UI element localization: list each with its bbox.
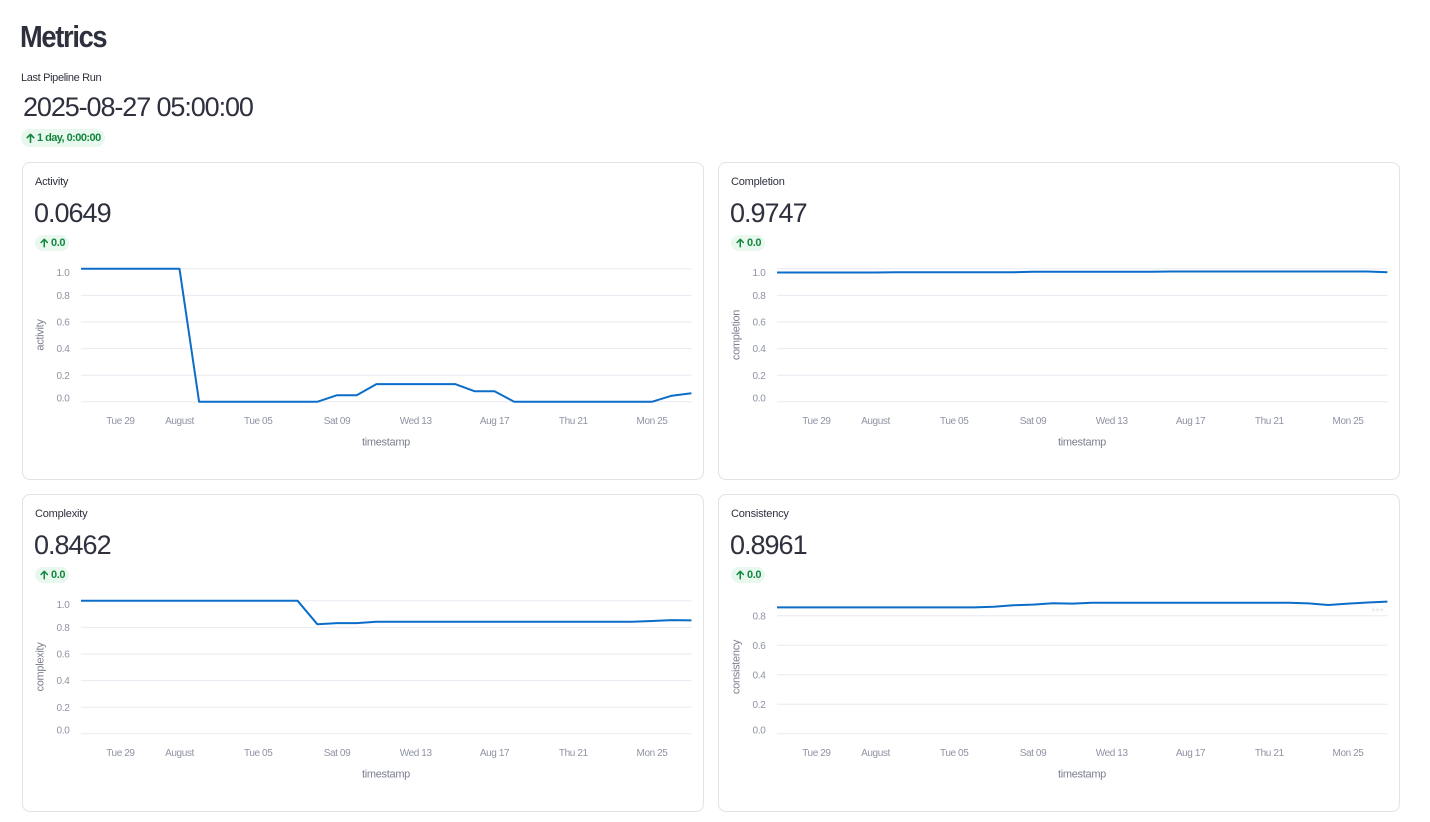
svg-text:Tue 29: Tue 29 — [802, 416, 831, 427]
svg-text:0.0: 0.0 — [56, 394, 70, 405]
svg-text:0.8: 0.8 — [56, 623, 70, 634]
svg-text:0.8: 0.8 — [752, 611, 766, 622]
svg-text:August: August — [861, 748, 890, 759]
svg-text:Sat 09: Sat 09 — [1020, 748, 1047, 759]
svg-text:0.6: 0.6 — [56, 318, 70, 329]
svg-text:0.2: 0.2 — [752, 371, 766, 382]
svg-text:activity: activity — [35, 319, 47, 351]
svg-text:Thu 21: Thu 21 — [1255, 748, 1285, 759]
svg-text:0.4: 0.4 — [752, 344, 766, 355]
svg-text:Aug 17: Aug 17 — [480, 748, 510, 759]
svg-text:Sat 09: Sat 09 — [1020, 416, 1047, 427]
svg-text:Tue 29: Tue 29 — [106, 416, 135, 427]
svg-text:Thu 21: Thu 21 — [559, 416, 589, 427]
svg-text:Tue 05: Tue 05 — [244, 416, 273, 427]
svg-text:0.0: 0.0 — [752, 394, 766, 405]
svg-text:timestamp: timestamp — [1058, 437, 1106, 449]
svg-text:Tue 05: Tue 05 — [940, 748, 969, 759]
svg-text:Tue 29: Tue 29 — [106, 748, 135, 759]
svg-text:Wed 13: Wed 13 — [400, 416, 433, 427]
svg-text:August: August — [861, 416, 890, 427]
svg-text:0.4: 0.4 — [752, 670, 766, 681]
svg-text:0.8: 0.8 — [56, 291, 70, 302]
svg-text:0.4: 0.4 — [56, 676, 70, 687]
svg-text:Thu 21: Thu 21 — [1255, 416, 1285, 427]
svg-text:0.4: 0.4 — [56, 344, 70, 355]
svg-text:0.6: 0.6 — [752, 641, 766, 652]
svg-text:timestamp: timestamp — [362, 769, 410, 781]
svg-text:completion: completion — [731, 310, 743, 360]
svg-text:1.0: 1.0 — [56, 268, 70, 279]
svg-text:Mon 25: Mon 25 — [1333, 416, 1365, 427]
svg-text:0.2: 0.2 — [752, 700, 766, 711]
svg-text:0.6: 0.6 — [752, 318, 766, 329]
svg-text:Wed 13: Wed 13 — [1096, 748, 1129, 759]
svg-text:Tue 05: Tue 05 — [940, 416, 969, 427]
svg-text:Tue 05: Tue 05 — [244, 748, 273, 759]
svg-text:0.2: 0.2 — [56, 703, 70, 714]
svg-text:Aug 17: Aug 17 — [1176, 748, 1206, 759]
svg-text:Mon 25: Mon 25 — [1333, 748, 1365, 759]
svg-text:0.0: 0.0 — [56, 726, 70, 737]
svg-text:0.2: 0.2 — [56, 371, 70, 382]
svg-text:1.0: 1.0 — [56, 600, 70, 611]
svg-text:complexity: complexity — [35, 642, 47, 692]
svg-text:0.0: 0.0 — [752, 726, 766, 737]
svg-text:0.6: 0.6 — [56, 650, 70, 661]
svg-text:1.0: 1.0 — [752, 268, 766, 279]
svg-text:Thu 21: Thu 21 — [559, 748, 589, 759]
svg-text:August: August — [165, 416, 194, 427]
svg-text:Wed 13: Wed 13 — [400, 748, 433, 759]
svg-text:Sat 09: Sat 09 — [324, 748, 351, 759]
svg-text:Mon 25: Mon 25 — [637, 416, 669, 427]
svg-text:timestamp: timestamp — [1058, 769, 1106, 781]
svg-text:Tue 29: Tue 29 — [802, 748, 831, 759]
svg-text:August: August — [165, 748, 194, 759]
svg-text:Sat 09: Sat 09 — [324, 416, 351, 427]
svg-text:Aug 17: Aug 17 — [480, 416, 510, 427]
svg-text:Mon 25: Mon 25 — [637, 748, 669, 759]
svg-text:timestamp: timestamp — [362, 437, 410, 449]
svg-text:consistency: consistency — [731, 639, 743, 694]
svg-text:Wed 13: Wed 13 — [1096, 416, 1129, 427]
svg-text:0.8: 0.8 — [752, 291, 766, 302]
svg-text:Aug 17: Aug 17 — [1176, 416, 1206, 427]
